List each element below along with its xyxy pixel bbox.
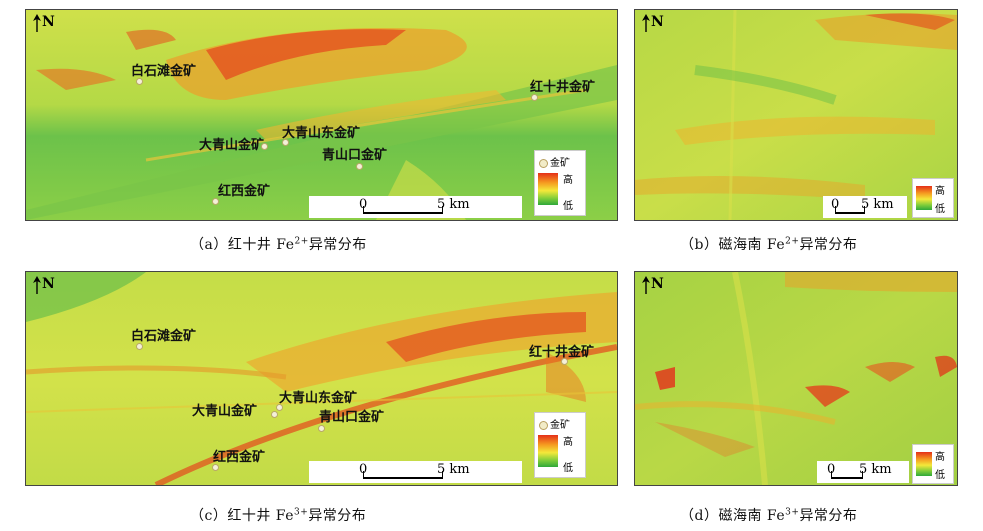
map-panel-d: N 0 5 km 高 低 bbox=[634, 271, 958, 486]
gold-mine-marker bbox=[136, 343, 143, 350]
gold-mine-marker bbox=[356, 163, 363, 170]
scale-bar: 0 5 km bbox=[309, 196, 522, 218]
legend-high-label: 高 bbox=[935, 452, 945, 463]
scale-zero: 0 bbox=[831, 197, 840, 212]
site-label: 青山口金矿 bbox=[319, 410, 385, 425]
site-label: 白石滩金矿 bbox=[131, 64, 197, 79]
legend-gold-label: 金矿 bbox=[550, 158, 570, 169]
north-arrow-icon bbox=[32, 14, 42, 32]
anomaly-map-d bbox=[635, 272, 957, 485]
caption-c: （c）红十井 Fe3+异常分布 bbox=[190, 507, 367, 524]
color-ramp bbox=[538, 173, 558, 205]
gold-mine-marker bbox=[276, 404, 283, 411]
legend: 金矿 高 低 bbox=[534, 150, 586, 216]
gold-mine-marker bbox=[282, 139, 289, 146]
north-arrow-icon bbox=[641, 276, 651, 294]
anomaly-map-b bbox=[635, 10, 957, 220]
legend-low-label: 低 bbox=[563, 463, 573, 474]
gold-mine-marker bbox=[136, 78, 143, 85]
site-label: 红西金矿 bbox=[218, 184, 271, 199]
scale-zero: 0 bbox=[359, 462, 368, 477]
gold-mine-icon bbox=[539, 158, 548, 168]
legend-gold-label: 金矿 bbox=[550, 420, 570, 431]
site-label: 大青山金矿 bbox=[199, 138, 265, 153]
scale-five-km: 5 km bbox=[437, 197, 470, 212]
north-arrow: N bbox=[32, 14, 55, 32]
north-arrow: N bbox=[641, 14, 664, 32]
gold-mine-marker bbox=[261, 143, 268, 150]
site-label: 红十井金矿 bbox=[529, 345, 595, 360]
legend-high-label: 高 bbox=[563, 437, 573, 448]
map-panel-c: N 白石滩金矿 红十井金矿 大青山东金矿 大青山金矿 青山口金矿 红西金矿 金矿… bbox=[25, 271, 618, 486]
legend-low-label: 低 bbox=[563, 201, 573, 212]
north-label: N bbox=[651, 14, 664, 30]
scale-five-km: 5 km bbox=[859, 462, 892, 477]
north-arrow: N bbox=[32, 276, 55, 294]
scale-zero: 0 bbox=[827, 462, 836, 477]
legend-low-label: 低 bbox=[935, 204, 945, 215]
gold-mine-marker bbox=[271, 411, 278, 418]
legend: 高 低 bbox=[912, 444, 954, 484]
site-label: 大青山金矿 bbox=[192, 404, 258, 419]
gold-mine-marker bbox=[212, 198, 219, 205]
gold-mine-marker bbox=[531, 94, 538, 101]
site-label: 青山口金矿 bbox=[322, 148, 388, 163]
gold-mine-marker bbox=[318, 425, 325, 432]
scale-bar: 0 5 km bbox=[817, 461, 909, 483]
legend-low-label: 低 bbox=[935, 470, 945, 481]
north-arrow: N bbox=[641, 276, 664, 294]
north-arrow-icon bbox=[32, 276, 42, 294]
color-ramp bbox=[916, 452, 932, 476]
caption-d: （d）磁海南 Fe3+异常分布 bbox=[680, 507, 858, 524]
legend-high-label: 高 bbox=[563, 175, 573, 186]
caption-a: （a）红十井 Fe2+异常分布 bbox=[190, 236, 367, 253]
map-panel-b: N 0 5 km 高 低 bbox=[634, 9, 958, 221]
scale-five-km: 5 km bbox=[861, 197, 894, 212]
map-panel-a: N 白石滩金矿 红十井金矿 大青山东金矿 大青山金矿 青山口金矿 红西金矿 金矿… bbox=[25, 9, 618, 221]
site-label: 红西金矿 bbox=[213, 450, 266, 465]
site-label: 大青山东金矿 bbox=[279, 391, 358, 406]
anomaly-map-c bbox=[26, 272, 617, 485]
caption-b: （b）磁海南 Fe2+异常分布 bbox=[680, 236, 858, 253]
color-ramp bbox=[538, 435, 558, 467]
north-label: N bbox=[42, 14, 55, 30]
site-label: 白石滩金矿 bbox=[131, 329, 197, 344]
legend: 金矿 高 低 bbox=[534, 412, 586, 478]
gold-mine-marker bbox=[212, 464, 219, 471]
legend: 高 低 bbox=[912, 178, 954, 218]
site-label: 大青山东金矿 bbox=[282, 126, 361, 141]
site-label: 红十井金矿 bbox=[530, 80, 596, 95]
scale-zero: 0 bbox=[359, 197, 368, 212]
north-label: N bbox=[42, 276, 55, 292]
north-label: N bbox=[651, 276, 664, 292]
scale-bar: 0 5 km bbox=[309, 461, 522, 483]
gold-mine-icon bbox=[539, 420, 548, 430]
color-ramp bbox=[916, 186, 932, 210]
north-arrow-icon bbox=[641, 14, 651, 32]
scale-five-km: 5 km bbox=[437, 462, 470, 477]
anomaly-map-a bbox=[26, 10, 617, 220]
legend-high-label: 高 bbox=[935, 186, 945, 197]
scale-bar: 0 5 km bbox=[823, 196, 907, 218]
gold-mine-marker bbox=[561, 358, 568, 365]
